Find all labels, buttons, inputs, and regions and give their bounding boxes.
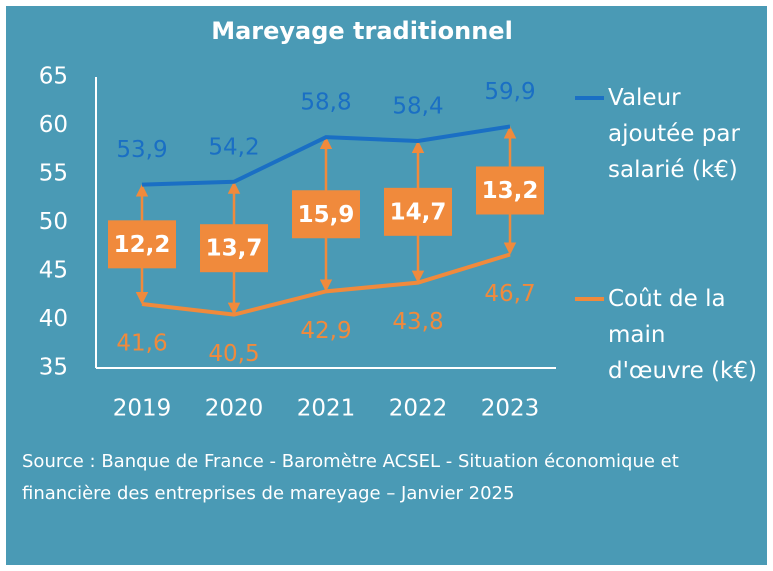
chart-title: Mareyage traditionnel	[211, 17, 513, 45]
y-tick-label: 55	[39, 161, 68, 187]
x-tick-label: 2021	[297, 396, 356, 422]
difference-label: 12,2	[114, 232, 171, 258]
y-tick-label: 65	[39, 64, 68, 90]
difference-box	[384, 187, 452, 236]
difference-label: 13,7	[206, 236, 263, 262]
data-label: 40,5	[208, 341, 259, 367]
x-tick-label: 2019	[113, 396, 172, 422]
y-tick-label: 45	[39, 258, 68, 284]
y-tick-label: 40	[39, 306, 68, 332]
legend-label: Valeur ajoutée par salarié (k€)	[608, 85, 740, 183]
y-tick-label: 35	[39, 355, 68, 381]
data-label: 58,4	[392, 94, 443, 120]
y-tick-label: 50	[39, 209, 68, 235]
difference-label: 14,7	[390, 199, 447, 225]
legend-label: Coût de la main d'œuvre (k€)	[608, 286, 757, 384]
x-tick-label: 2022	[389, 396, 448, 422]
series-line	[141, 124, 511, 187]
data-label: 46,7	[484, 281, 535, 307]
difference-box	[292, 190, 360, 239]
x-tick-label: 2023	[481, 396, 540, 422]
data-label: 54,2	[208, 134, 259, 160]
data-label: 59,9	[484, 79, 535, 105]
data-label: 43,8	[392, 309, 443, 335]
difference-label: 15,9	[298, 202, 355, 228]
difference-box	[200, 224, 268, 273]
data-label: 42,9	[300, 318, 351, 344]
series-line	[141, 252, 511, 317]
x-tick-label: 2020	[205, 396, 264, 422]
data-label: 41,6	[116, 330, 167, 356]
difference-box	[476, 166, 544, 215]
data-label: 53,9	[116, 137, 167, 163]
difference-box	[108, 220, 176, 269]
source-note: Source : Banque de France - Baromètre AC…	[22, 451, 679, 504]
data-label: 58,8	[300, 90, 351, 116]
difference-label: 13,2	[482, 178, 539, 204]
y-tick-label: 60	[39, 112, 68, 138]
